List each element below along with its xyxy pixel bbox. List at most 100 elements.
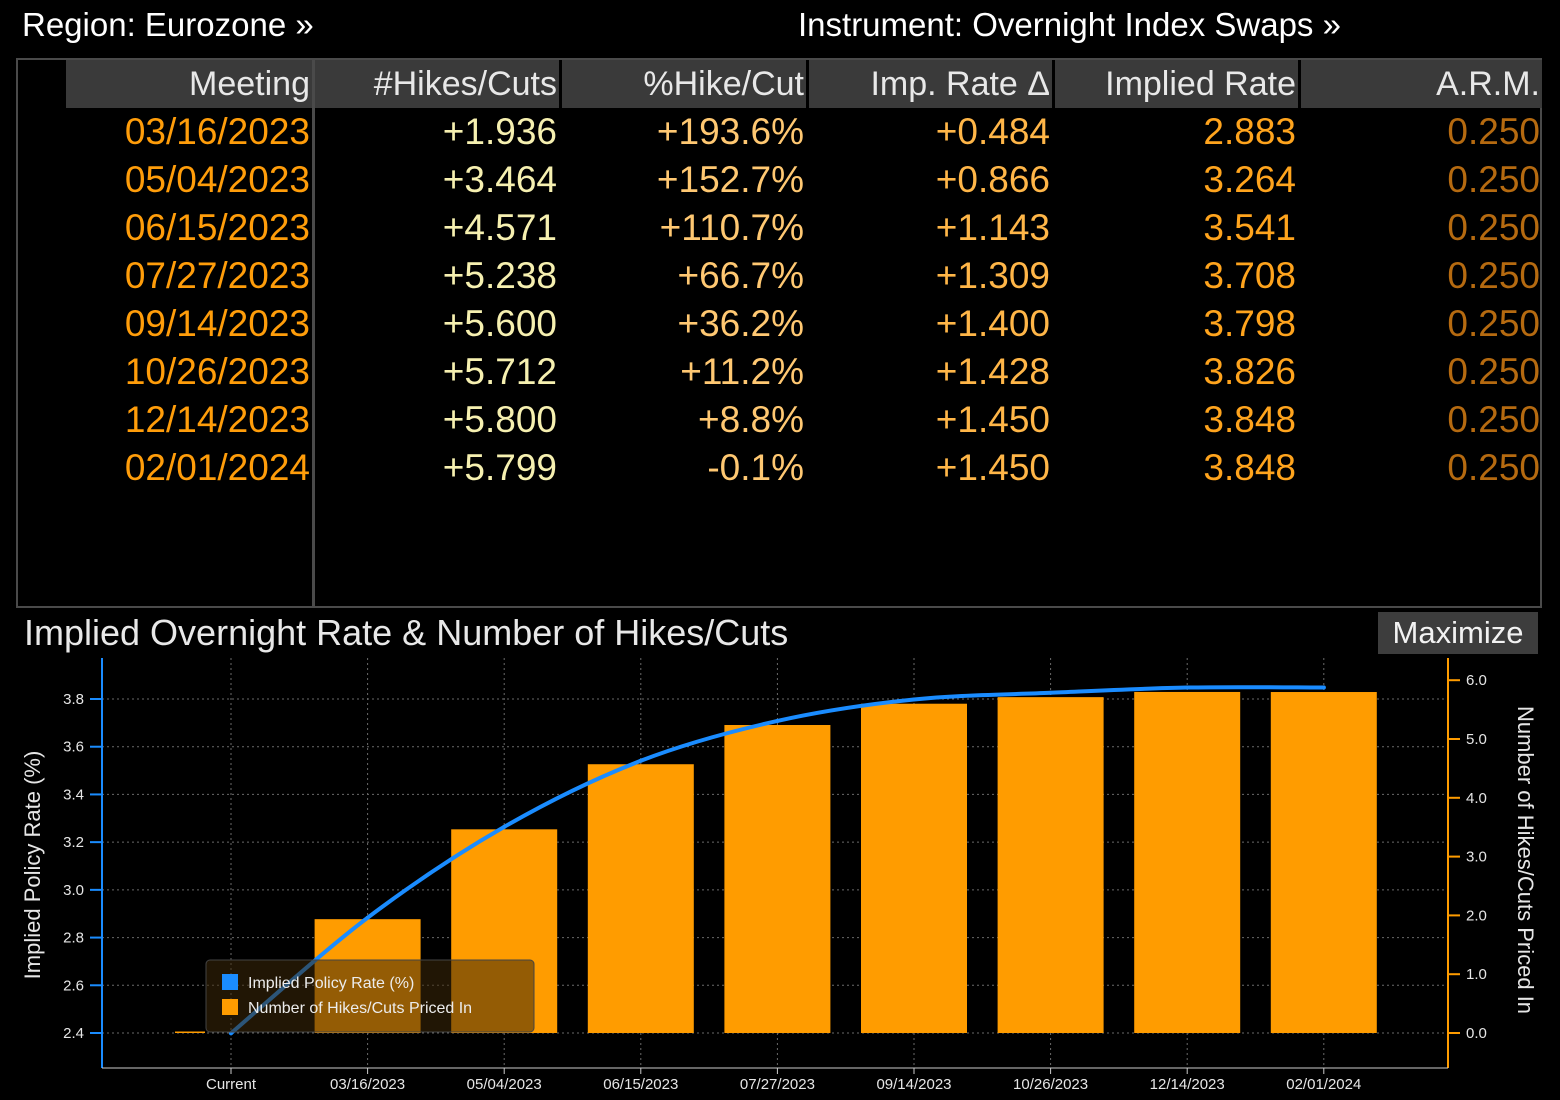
imp-rate-delta-value: +1.143 — [935, 207, 1050, 248]
x-tick-label: 05/04/2023 — [467, 1076, 542, 1093]
x-tick-label: 12/14/2023 — [1150, 1076, 1225, 1093]
legend-label[interactable]: Number of Hikes/Cuts Priced In — [248, 1000, 472, 1017]
instrument-selector[interactable]: Instrument: Overnight Index Swaps » — [798, 6, 1341, 43]
legend-label[interactable]: Implied Policy Rate (%) — [248, 975, 414, 992]
imp-rate-delta-value: +1.309 — [935, 255, 1050, 296]
implied-rate-value: 3.541 — [1203, 207, 1296, 248]
column-divider[interactable] — [312, 60, 315, 608]
x-tick-label: 10/26/2023 — [1013, 1076, 1088, 1093]
pct-hike-value: +8.8% — [698, 399, 804, 440]
pct-hike-value: +152.7% — [656, 159, 804, 200]
left-tick-label: 2.6 — [63, 977, 84, 994]
implied-rate-point[interactable] — [1321, 685, 1326, 690]
implied-rate-line[interactable] — [229, 685, 1326, 1036]
imp-rate-delta-value: +0.484 — [935, 111, 1050, 152]
col-implied-header[interactable]: Implied Rate — [1055, 60, 1298, 108]
x-tick-label: 03/16/2023 — [330, 1076, 405, 1093]
legend-box — [205, 959, 535, 1033]
col-pct-header[interactable]: %Hike/Cut — [562, 60, 806, 108]
hikes-bar[interactable] — [587, 764, 694, 1033]
chart-legend[interactable]: Implied Policy Rate (%) Number of Hikes/C… — [205, 959, 535, 1033]
table-row[interactable]: 07/27/2023 +5.238 +66.7% +1.309 3.708 0.250 — [18, 252, 1540, 300]
pct-hike-value: +110.7% — [659, 207, 804, 248]
meeting-date: 09/14/2023 — [124, 303, 310, 344]
table-row[interactable]: 03/16/2023 +1.936 +193.6% +0.484 2.883 0.250 — [18, 108, 1540, 156]
x-tick-label: 02/01/2024 — [1286, 1076, 1361, 1093]
table-row[interactable]: 12/14/2023 +5.800 +8.8% +1.450 3.848 0.250 — [18, 396, 1540, 444]
implied-rate-point[interactable] — [775, 718, 780, 723]
left-axis-title: Implied Policy Rate (%) — [20, 751, 45, 980]
hikes-bar[interactable] — [1134, 691, 1241, 1033]
imp-rate-delta-value: +1.400 — [935, 303, 1050, 344]
implied-rate-value: 3.708 — [1203, 255, 1296, 296]
imp-rate-delta-value: +1.450 — [935, 447, 1050, 488]
imp-rate-delta-value: +1.450 — [935, 399, 1050, 440]
hikes-bar[interactable] — [724, 725, 831, 1033]
arm-value: 0.250 — [1447, 447, 1540, 488]
meeting-date: 10/26/2023 — [124, 351, 310, 392]
left-tick-label: 3.8 — [63, 691, 84, 708]
axes: 2.4 2.6 2.8 3.0 3.2 3.4 3.6 3.8 Implied Policy R… — [20, 658, 1538, 1093]
hikes-bar[interactable] — [861, 703, 967, 1033]
left-tick-label: 2.4 — [63, 1025, 84, 1042]
table-row[interactable]: 09/14/2023 +5.600 +36.2% +1.400 3.798 0.250 — [18, 300, 1540, 348]
right-tick-label: 4.0 — [1466, 790, 1487, 807]
x-tick-label: 07/27/2023 — [740, 1076, 815, 1093]
col-arm-header[interactable]: A.R.M. — [1301, 60, 1542, 108]
table-header: Meeting #Hikes/Cuts %Hike/Cut Imp. Rate … — [18, 60, 1542, 108]
right-tick-label: 0.0 — [1466, 1025, 1487, 1042]
hikes-bars — [175, 691, 1377, 1034]
maximize-button[interactable]: Maximize — [1378, 612, 1538, 654]
meeting-date: 06/15/2023 — [124, 207, 310, 248]
imp-rate-delta-value: +0.866 — [935, 159, 1050, 200]
legend-swatch — [222, 999, 238, 1015]
arm-value: 0.250 — [1447, 303, 1540, 344]
hikes-bar[interactable] — [997, 697, 1104, 1033]
left-tick-label: 3.0 — [63, 882, 84, 899]
hikes-cuts-value: +3.464 — [442, 159, 557, 200]
table-row[interactable]: 02/01/2024 +5.799 -0.1% +1.450 3.848 0.250 — [18, 444, 1540, 492]
implied-rate-point[interactable] — [1185, 685, 1190, 690]
meeting-date: 05/04/2023 — [124, 159, 310, 200]
arm-value: 0.250 — [1447, 351, 1540, 392]
implied-rate-value: 2.883 — [1203, 111, 1296, 152]
legend-swatch — [222, 974, 238, 990]
implied-rate-point[interactable] — [1048, 690, 1053, 695]
x-tick-label: Current — [206, 1076, 257, 1093]
region-selector[interactable]: Region: Eurozone » — [22, 6, 314, 43]
hikes-bar[interactable] — [175, 1031, 205, 1034]
col-meeting-header[interactable]: Meeting — [66, 60, 312, 108]
x-tick-label: 06/15/2023 — [603, 1076, 678, 1093]
implied-rate-point[interactable] — [912, 697, 916, 702]
arm-value: 0.250 — [1447, 159, 1540, 200]
hikes-bar[interactable] — [1270, 692, 1377, 1033]
left-tick-label: 3.4 — [63, 786, 84, 803]
pct-hike-value: +66.7% — [677, 255, 804, 296]
arm-value: 0.250 — [1447, 399, 1540, 440]
implied-rate-point[interactable] — [502, 824, 507, 829]
pct-hike-value: +36.2% — [677, 303, 804, 344]
table-row[interactable]: 10/26/2023 +5.712 +11.2% +1.428 3.826 0.250 — [18, 348, 1540, 396]
right-axis-title: Number of Hikes/Cuts Priced In — [1513, 706, 1538, 1014]
right-tick-label: 6.0 — [1466, 672, 1487, 689]
chart-title: Implied Overnight Rate & Number of Hikes… — [24, 612, 789, 653]
arm-value: 0.250 — [1447, 255, 1540, 296]
implied-rate-point[interactable] — [365, 915, 370, 920]
table-row[interactable]: 06/15/2023 +4.571 +110.7% +1.143 3.541 0.250 — [18, 204, 1540, 252]
hikes-cuts-value: +5.238 — [442, 255, 557, 296]
col-imp-delta-header[interactable]: Imp. Rate Δ — [809, 60, 1052, 108]
right-tick-label: 3.0 — [1466, 849, 1487, 866]
col-hikes-header[interactable]: #Hikes/Cuts — [315, 60, 559, 108]
implied-rate-value: 3.264 — [1203, 159, 1296, 200]
hikes-cuts-value: +5.800 — [442, 399, 557, 440]
implied-rate-point[interactable] — [638, 758, 643, 763]
pct-hike-value: +193.6% — [656, 111, 804, 152]
meeting-table: Meeting #Hikes/Cuts %Hike/Cut Imp. Rate … — [16, 58, 1542, 608]
table-row[interactable]: 05/04/2023 +3.464 +152.7% +0.866 3.264 0.250 — [18, 156, 1540, 204]
pct-hike-value: +11.2% — [680, 351, 804, 392]
implied-rate-value: 3.848 — [1203, 399, 1296, 440]
pct-hike-value: -0.1% — [707, 447, 804, 488]
right-tick-label: 5.0 — [1466, 731, 1487, 748]
right-tick-label: 2.0 — [1466, 907, 1487, 924]
arm-value: 0.250 — [1447, 111, 1540, 152]
